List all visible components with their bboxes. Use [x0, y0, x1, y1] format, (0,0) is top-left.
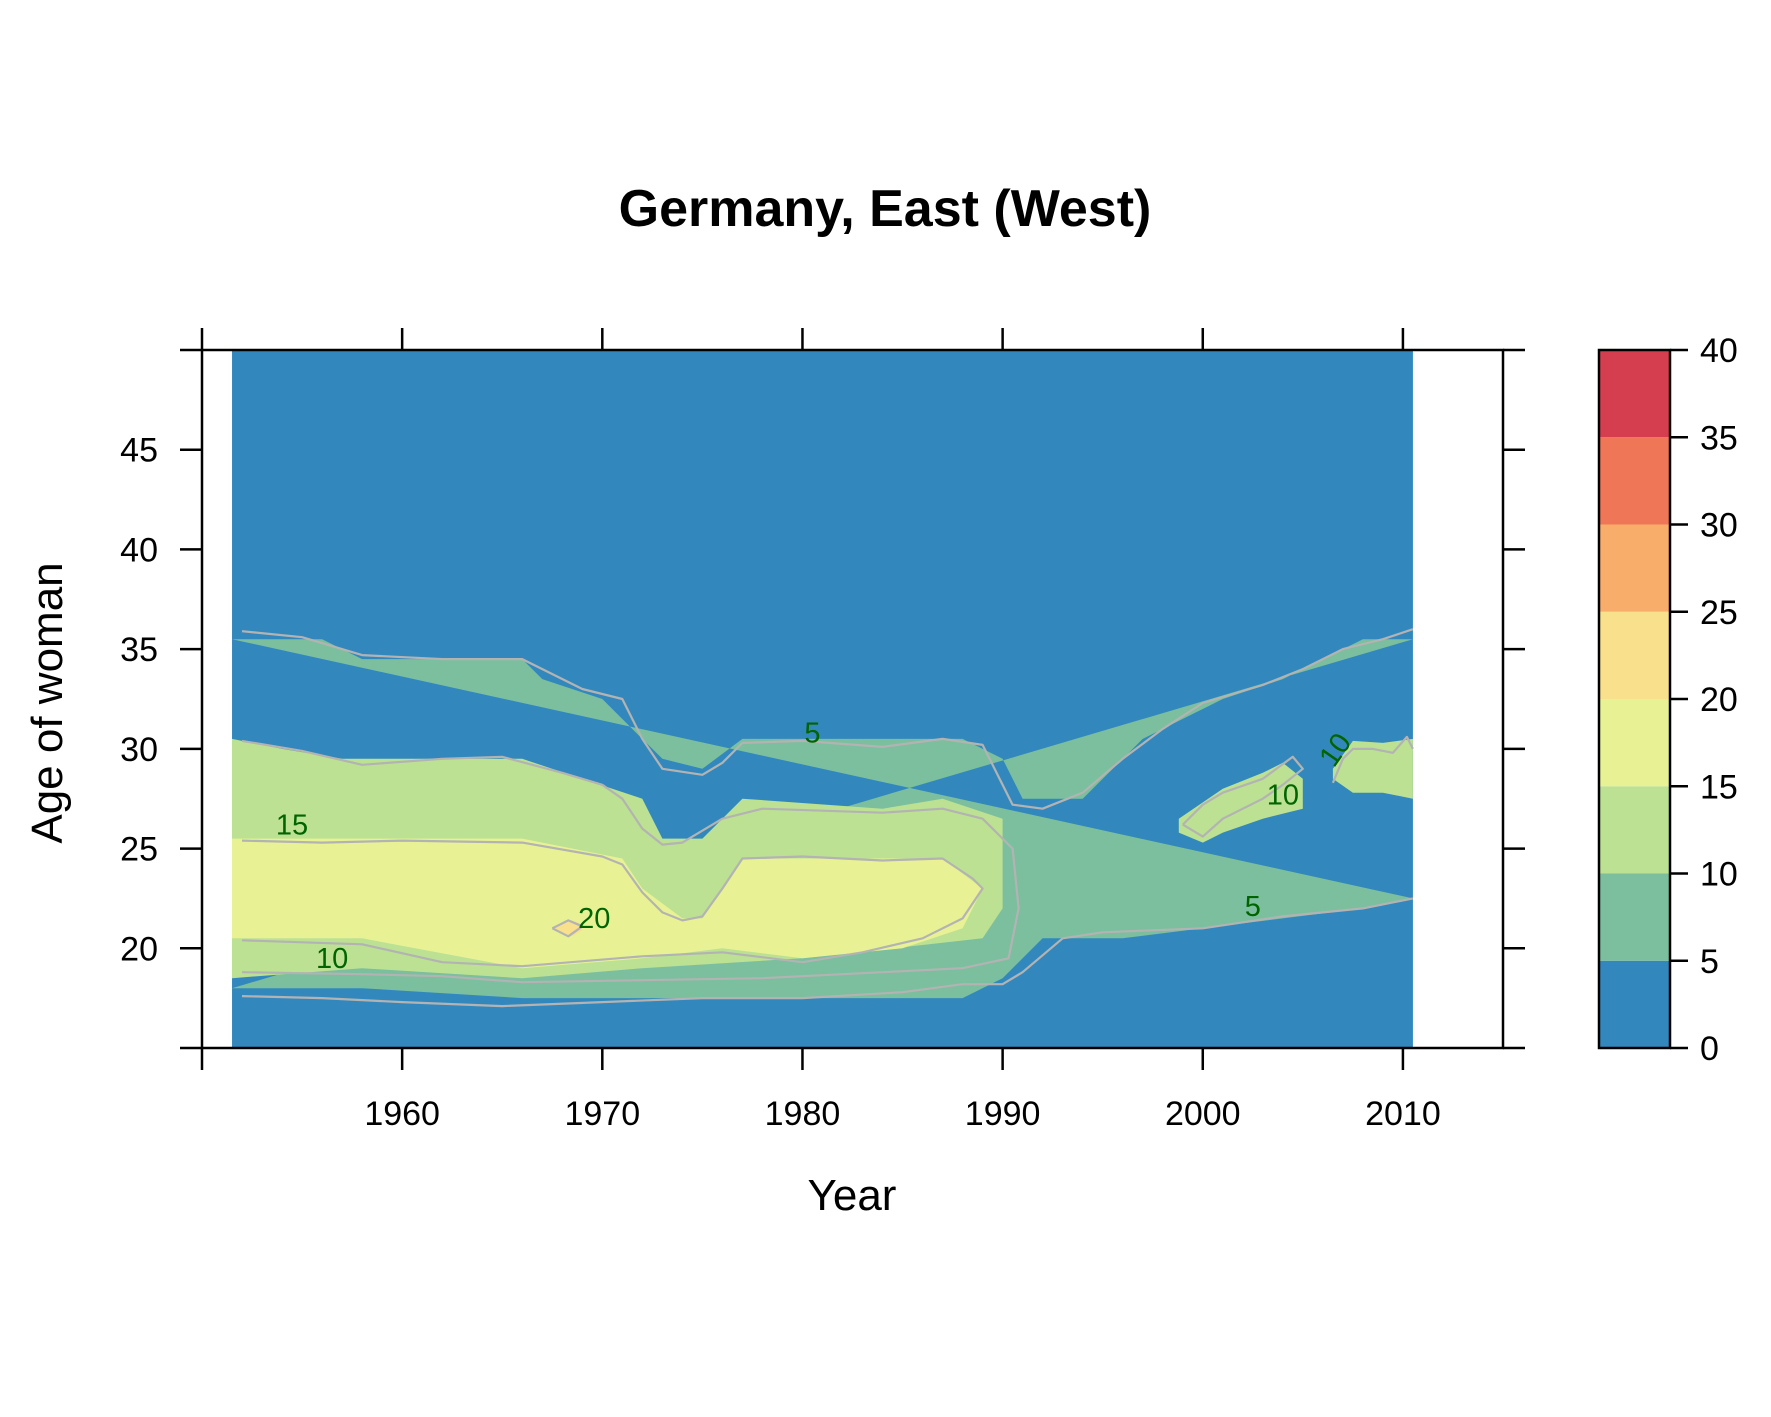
- y-tick-label: 25: [120, 831, 158, 869]
- x-tick-label: 1990: [965, 1095, 1041, 1133]
- colorbar-tick-label: 40: [1700, 332, 1738, 370]
- chart-title: Germany, East (West): [619, 180, 1152, 238]
- colorbar-tick-label: 0: [1700, 1030, 1719, 1068]
- contour-label-6: 20: [578, 903, 610, 935]
- colorbar-tick-label: 20: [1700, 681, 1738, 719]
- plot-border: [200, 348, 1505, 1050]
- x-tick-label: 2010: [1365, 1095, 1441, 1133]
- colorbar-legend: 0 5 10 15 20 25 30 35 40: [1597, 332, 1738, 1068]
- heatmap-region-15-20-2: [232, 838, 983, 969]
- y-tick-label: 30: [120, 731, 158, 769]
- colorbar-swatch: [1599, 699, 1670, 787]
- colorbar-swatch: [1599, 350, 1670, 438]
- colorbar-swatch: [1599, 873, 1670, 961]
- contour-label-2: 10: [316, 943, 348, 975]
- y-tick-label: 35: [120, 631, 158, 669]
- contour-label-5: 15: [276, 809, 308, 841]
- contour-line-5-0: [241, 628, 1414, 810]
- contour-line-10-3: [1182, 755, 1304, 838]
- contour-label-1: 5: [1245, 891, 1261, 923]
- colorbar-tick-label: 30: [1700, 507, 1738, 545]
- x-axis: 1960 1970 1980 1990 2000 2010: [200, 328, 1441, 1133]
- y-axis: 20 25 30 35 40 45: [120, 348, 1525, 1050]
- colorbar-swatch: [1599, 437, 1670, 525]
- plot-frame: [200, 348, 1505, 1050]
- colorbar-swatch: [1599, 960, 1670, 1048]
- contour-line-10-2: [241, 739, 1020, 984]
- y-axis-title: Age of woman: [23, 562, 72, 843]
- contour-label-3: 10: [1267, 779, 1299, 811]
- contour-fill-regions: [232, 639, 1413, 999]
- colorbar-swatch: [1599, 786, 1670, 874]
- x-axis-title: Year: [808, 1171, 897, 1220]
- y-tick-label: 45: [120, 432, 158, 470]
- colorbar-tick-label: 35: [1700, 419, 1738, 457]
- contour-label-0: 5: [804, 718, 820, 750]
- heatmap-region-10-15-4: [1178, 762, 1303, 843]
- colorbar-tick-label: 15: [1700, 768, 1738, 806]
- contour-lines: [241, 628, 1414, 1008]
- x-tick-label: 1970: [564, 1095, 640, 1133]
- contour-line-5-1: [241, 897, 1414, 1008]
- colorbar-swatch: [1599, 611, 1670, 699]
- colorbar-tick-label: 10: [1700, 856, 1738, 894]
- colorbar-tick-label: 25: [1700, 594, 1738, 632]
- contour-line-15-5: [241, 839, 984, 968]
- x-tick-label: 1960: [364, 1095, 440, 1133]
- x-tick-label: 1980: [765, 1095, 841, 1133]
- colorbar-tick-label: 5: [1700, 943, 1719, 981]
- contour-line-20-6: [551, 919, 584, 938]
- contour-line-10-4: [1331, 735, 1414, 784]
- y-tick-label: 20: [120, 930, 158, 968]
- y-tick-label: 40: [120, 531, 158, 569]
- colorbar-swatch: [1599, 524, 1670, 612]
- x-tick-label: 2000: [1165, 1095, 1241, 1133]
